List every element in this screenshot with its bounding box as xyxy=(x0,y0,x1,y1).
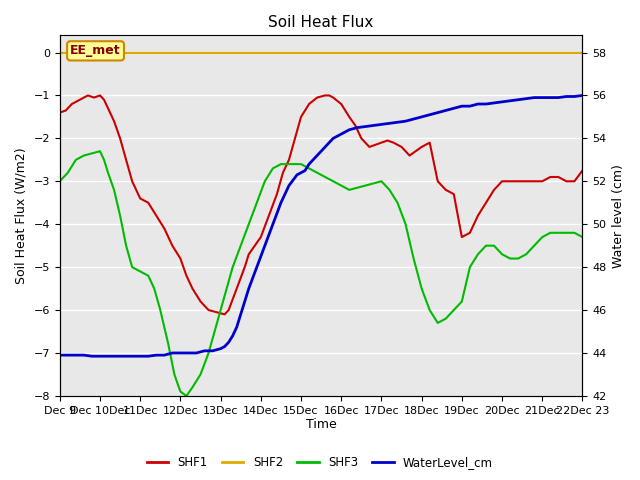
Y-axis label: Water level (cm): Water level (cm) xyxy=(612,164,625,267)
X-axis label: Time: Time xyxy=(306,419,337,432)
Title: Soil Heat Flux: Soil Heat Flux xyxy=(268,15,374,30)
Legend: SHF1, SHF2, SHF3, WaterLevel_cm: SHF1, SHF2, SHF3, WaterLevel_cm xyxy=(142,452,498,474)
Text: EE_met: EE_met xyxy=(70,44,121,57)
Y-axis label: Soil Heat Flux (W/m2): Soil Heat Flux (W/m2) xyxy=(15,147,28,284)
